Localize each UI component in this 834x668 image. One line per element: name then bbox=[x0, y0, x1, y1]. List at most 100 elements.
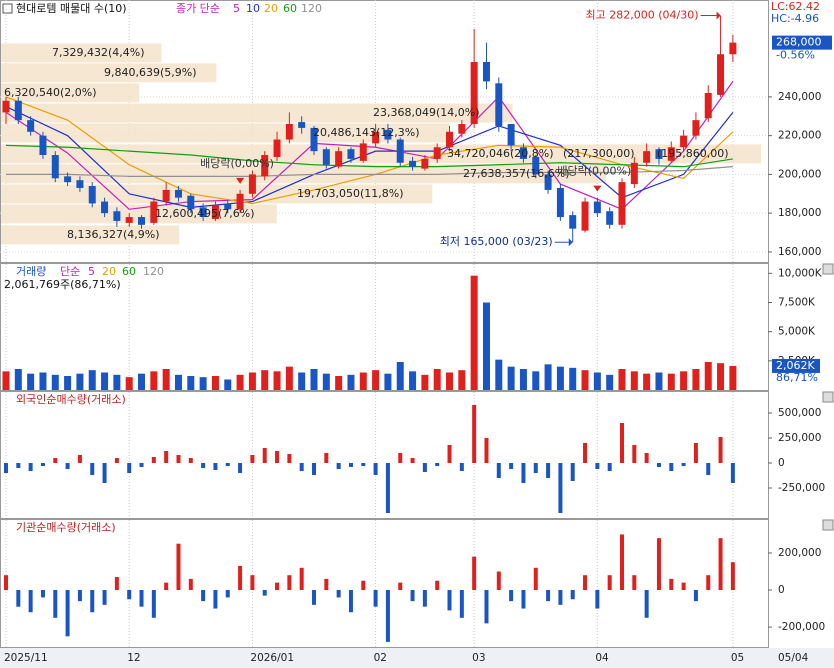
bar bbox=[299, 567, 304, 591]
panel-button[interactable] bbox=[822, 391, 834, 403]
legend-entry: 5 bbox=[233, 2, 240, 15]
volume-profile-label: 19,703,050(11,8%) bbox=[297, 187, 404, 200]
volume-profile-bar bbox=[1, 204, 277, 224]
bar bbox=[65, 463, 70, 469]
bar bbox=[90, 590, 95, 613]
y-tick-label: 0 bbox=[778, 457, 785, 469]
low-arrow-head bbox=[568, 238, 573, 247]
candle-body bbox=[162, 189, 170, 202]
bar bbox=[459, 590, 464, 618]
bar bbox=[495, 359, 503, 390]
x-axis-date: 05/04 bbox=[778, 652, 809, 664]
volume-profile-label: 7,329,432(4,4%) bbox=[52, 46, 145, 59]
bar bbox=[372, 370, 380, 390]
legend-entry: 120 bbox=[143, 265, 164, 278]
panel-border bbox=[0, 263, 769, 391]
bar bbox=[496, 463, 501, 478]
y-tick-label: 10,000K bbox=[778, 267, 823, 279]
y-tick-label: 160,000 bbox=[778, 246, 821, 258]
bar bbox=[570, 590, 575, 600]
bar bbox=[644, 453, 649, 463]
bar bbox=[717, 363, 725, 390]
legend-entry: 5 bbox=[88, 265, 95, 278]
bar bbox=[433, 369, 441, 390]
bar bbox=[730, 562, 735, 591]
volume-profile-bar bbox=[1, 164, 606, 184]
candle-body bbox=[372, 131, 380, 144]
bar bbox=[40, 590, 45, 598]
bar bbox=[398, 453, 403, 463]
panel-button[interactable] bbox=[822, 263, 834, 275]
bar bbox=[581, 370, 589, 390]
bar bbox=[77, 590, 82, 602]
bar bbox=[435, 463, 440, 466]
bar bbox=[718, 538, 723, 591]
bar bbox=[275, 582, 280, 591]
bar bbox=[593, 372, 601, 390]
bar bbox=[595, 463, 600, 469]
volume-profile-label: 27,638,357(16,6%) bbox=[463, 167, 570, 180]
panel-button[interactable] bbox=[822, 519, 834, 531]
panel-title: 외국인순매수량(거래소) bbox=[16, 393, 126, 406]
bar bbox=[324, 453, 329, 463]
panel-title: 거래량 bbox=[16, 265, 46, 278]
y-tick-label: 200,000 bbox=[778, 547, 821, 559]
candle-body bbox=[187, 195, 195, 210]
candle-body bbox=[458, 124, 466, 134]
bar bbox=[532, 371, 540, 390]
candle-body bbox=[248, 174, 256, 194]
candle-body bbox=[101, 201, 109, 214]
bar bbox=[706, 463, 711, 475]
bar bbox=[14, 369, 22, 390]
bar bbox=[681, 463, 686, 466]
bar bbox=[410, 458, 415, 463]
bar bbox=[421, 374, 429, 390]
bar bbox=[385, 463, 390, 513]
y-tick-label: 240,000 bbox=[778, 91, 821, 103]
collapse-icon[interactable] bbox=[2, 3, 13, 14]
bar bbox=[102, 463, 107, 483]
bar bbox=[114, 577, 119, 591]
volume-profile-bar bbox=[1, 83, 140, 103]
volume-profile-bar bbox=[1, 63, 217, 83]
bar bbox=[410, 590, 415, 602]
volume-profile-bar bbox=[1, 103, 513, 123]
bar bbox=[398, 582, 403, 591]
legend-entry: 120 bbox=[301, 2, 322, 15]
ma-line bbox=[5, 144, 733, 168]
candle-body bbox=[630, 162, 638, 185]
candle-body bbox=[174, 189, 182, 198]
candle-body bbox=[409, 160, 417, 167]
candle-body bbox=[507, 124, 515, 146]
y-tick-label: 500,000 bbox=[778, 407, 821, 419]
candle-body bbox=[335, 151, 343, 167]
last-change-label: -0.56% bbox=[776, 49, 815, 62]
bar bbox=[201, 463, 206, 468]
bar bbox=[285, 366, 293, 390]
bar bbox=[655, 372, 663, 390]
volume-profile-bar bbox=[1, 184, 433, 204]
candle-body bbox=[482, 62, 490, 82]
candle-body bbox=[717, 54, 725, 95]
volume-profile-bar bbox=[1, 43, 162, 63]
candle-body bbox=[655, 149, 663, 159]
bar bbox=[250, 455, 255, 463]
bar bbox=[348, 463, 353, 467]
bar bbox=[595, 590, 600, 609]
bar bbox=[236, 374, 244, 390]
bar bbox=[287, 575, 292, 591]
legend-title: 단순 bbox=[60, 265, 80, 278]
chart-title: 현대로템 매물대 수(10) bbox=[16, 2, 127, 15]
bar bbox=[359, 372, 367, 390]
bar bbox=[484, 590, 489, 624]
bar bbox=[262, 448, 267, 463]
bar bbox=[482, 302, 490, 390]
candle-body bbox=[667, 147, 675, 161]
bar bbox=[139, 463, 144, 467]
bar bbox=[16, 590, 21, 607]
volume-profile-label: 6,320,540(2,0%) bbox=[4, 86, 97, 99]
candle-body bbox=[51, 155, 59, 179]
bar bbox=[348, 590, 353, 613]
candle-body bbox=[384, 129, 392, 140]
